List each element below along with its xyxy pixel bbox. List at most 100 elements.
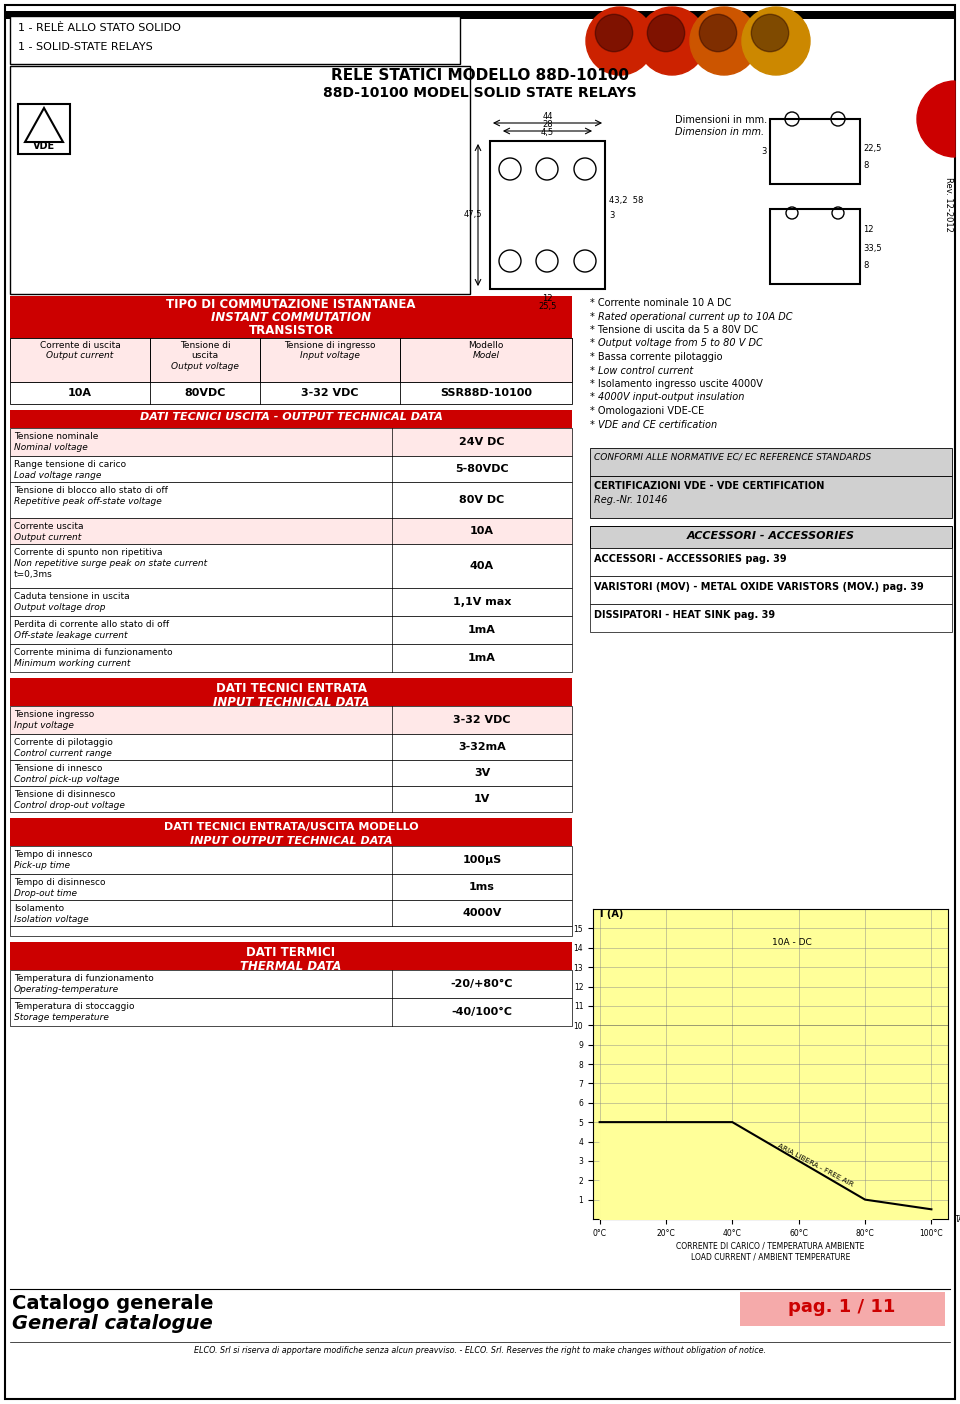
Bar	[10, 296, 572, 338]
Text: DATI TECNICI USCITA - OUTPUT TECHNICAL DATA: DATI TECNICI USCITA - OUTPUT TECHNICAL D…	[139, 411, 443, 423]
Text: 80V DC: 80V DC	[460, 496, 505, 505]
Text: 1mA: 1mA	[468, 653, 496, 663]
Text: Tensione di innesco: Tensione di innesco	[14, 764, 103, 774]
Bar	[10, 616, 572, 644]
Text: THERMAL DATA: THERMAL DATA	[240, 960, 342, 973]
Circle shape	[595, 14, 633, 52]
Bar	[10, 410, 572, 428]
Text: * Isolamento ingresso uscite 4000V: * Isolamento ingresso uscite 4000V	[590, 379, 763, 389]
Text: Range tensione di carico: Range tensione di carico	[14, 461, 126, 469]
Text: t=0,3ms: t=0,3ms	[14, 570, 53, 578]
Text: DATI TECNICI ENTRATA: DATI TECNICI ENTRATA	[215, 682, 367, 695]
Bar	[10, 338, 572, 382]
Text: Tensione ingresso: Tensione ingresso	[14, 710, 94, 719]
Text: Tensione di blocco allo stato di off: Tensione di blocco allo stato di off	[14, 486, 168, 496]
Text: Corrente uscita: Corrente uscita	[14, 522, 84, 531]
Circle shape	[586, 7, 654, 74]
Bar	[770, 209, 860, 284]
Bar	[10, 382, 572, 404]
Text: Tensione di ingresso: Tensione di ingresso	[284, 341, 375, 350]
Text: Off-state leakage current: Off-state leakage current	[14, 630, 128, 640]
Text: 1mA: 1mA	[468, 625, 496, 635]
Text: Nominal voltage: Nominal voltage	[14, 444, 87, 452]
Text: Corrente minima di funzionamento: Corrente minima di funzionamento	[14, 649, 173, 657]
Bar	[10, 875, 572, 900]
Text: * Low control current: * Low control current	[590, 365, 693, 375]
Text: 1,1V max: 1,1V max	[453, 597, 511, 607]
Bar	[10, 970, 572, 998]
Bar	[10, 819, 572, 847]
Text: 12: 12	[542, 293, 553, 303]
Circle shape	[638, 7, 706, 74]
Text: Temperatura di stoccaggio: Temperatura di stoccaggio	[14, 1002, 134, 1011]
Text: Dimension in mm.: Dimension in mm.	[675, 126, 764, 138]
Text: uscita: uscita	[191, 351, 219, 359]
Bar	[10, 543, 572, 588]
Text: 5-80VDC: 5-80VDC	[455, 463, 509, 475]
Text: INPUT TECHNICAL DATA: INPUT TECHNICAL DATA	[213, 696, 370, 709]
Bar	[740, 1292, 945, 1325]
Bar	[10, 786, 572, 812]
Text: Corrente di spunto non ripetitiva: Corrente di spunto non ripetitiva	[14, 548, 162, 557]
Text: 25,5: 25,5	[539, 302, 557, 312]
Text: TIPO DI COMMUTAZIONE ISTANTANEA: TIPO DI COMMUTAZIONE ISTANTANEA	[166, 298, 416, 312]
Text: 22,5: 22,5	[863, 145, 881, 153]
Text: TA: TA	[954, 1214, 960, 1223]
Bar	[10, 678, 572, 706]
Text: Control current range: Control current range	[14, 748, 111, 758]
Text: 8: 8	[863, 261, 869, 271]
Text: * Rated operational current up to 10A DC: * Rated operational current up to 10A DC	[590, 312, 793, 322]
Text: Modello: Modello	[468, 341, 504, 350]
Text: Model: Model	[472, 351, 499, 359]
Text: Temperatura di funzionamento: Temperatura di funzionamento	[14, 974, 154, 983]
X-axis label: CORRENTE DI CARICO / TEMPERATURA AMBIENTE
LOAD CURRENT / AMBIENT TEMPERATURE: CORRENTE DI CARICO / TEMPERATURA AMBIENT…	[676, 1243, 865, 1261]
Bar	[18, 104, 70, 154]
Text: Drop-out time: Drop-out time	[14, 889, 77, 899]
Text: INSTANT COMMUTATION: INSTANT COMMUTATION	[211, 312, 371, 324]
Bar	[10, 338, 572, 382]
Circle shape	[699, 14, 736, 52]
Text: 1ms: 1ms	[469, 882, 495, 892]
Bar	[10, 66, 470, 293]
Text: Isolamento: Isolamento	[14, 904, 64, 913]
Text: -40/100°C: -40/100°C	[451, 1007, 513, 1016]
Text: * Corrente nominale 10 A DC: * Corrente nominale 10 A DC	[590, 298, 732, 307]
Text: 47,5: 47,5	[464, 211, 482, 219]
Circle shape	[752, 14, 789, 52]
Text: CERTIFICAZIONI VDE - VDE CERTIFICATION: CERTIFICAZIONI VDE - VDE CERTIFICATION	[594, 482, 825, 491]
Text: 3-32mA: 3-32mA	[458, 741, 506, 753]
Text: Output voltage: Output voltage	[171, 362, 239, 371]
Bar	[10, 456, 572, 482]
Bar	[590, 476, 952, 518]
Bar	[10, 588, 572, 616]
Text: * VDE and CE certification: * VDE and CE certification	[590, 420, 717, 430]
Text: 3-32 VDC: 3-32 VDC	[301, 388, 359, 397]
Bar	[10, 706, 572, 734]
Bar	[10, 15, 460, 65]
Text: Reg.-Nr. 10146: Reg.-Nr. 10146	[594, 496, 667, 505]
Bar	[590, 548, 952, 576]
Text: INPUT OUTPUT TECHNICAL DATA: INPUT OUTPUT TECHNICAL DATA	[190, 835, 393, 847]
Bar	[10, 644, 572, 673]
Text: 4000V: 4000V	[463, 908, 502, 918]
Text: DATI TECNICI ENTRATA/USCITA MODELLO: DATI TECNICI ENTRATA/USCITA MODELLO	[164, 821, 419, 833]
Text: 4,5: 4,5	[540, 128, 554, 138]
Text: 88D-10100 MODEL SOLID STATE RELAYS: 88D-10100 MODEL SOLID STATE RELAYS	[324, 86, 636, 100]
Bar	[10, 927, 572, 936]
Text: Output current: Output current	[14, 534, 82, 542]
Bar	[10, 847, 572, 875]
Text: Tempo di disinnesco: Tempo di disinnesco	[14, 878, 106, 887]
Text: Input voltage: Input voltage	[14, 722, 74, 730]
Text: * Omologazioni VDE-CE: * Omologazioni VDE-CE	[590, 406, 704, 416]
Text: VDE: VDE	[33, 140, 55, 152]
Text: 40A: 40A	[470, 562, 494, 571]
Text: Repetitive peak off-state voltage: Repetitive peak off-state voltage	[14, 497, 161, 505]
Text: Rev. 12-2012: Rev. 12-2012	[944, 177, 952, 232]
Bar	[10, 734, 572, 760]
Wedge shape	[917, 81, 955, 157]
Text: Control pick-up voltage: Control pick-up voltage	[14, 775, 119, 783]
Bar	[590, 448, 952, 476]
Text: 33,5: 33,5	[863, 244, 881, 254]
Text: VARISTORI (MOV) - METAL OXIDE VARISTORS (MOV.) pag. 39: VARISTORI (MOV) - METAL OXIDE VARISTORS …	[594, 583, 924, 592]
Text: SSR88D-10100: SSR88D-10100	[440, 388, 532, 397]
